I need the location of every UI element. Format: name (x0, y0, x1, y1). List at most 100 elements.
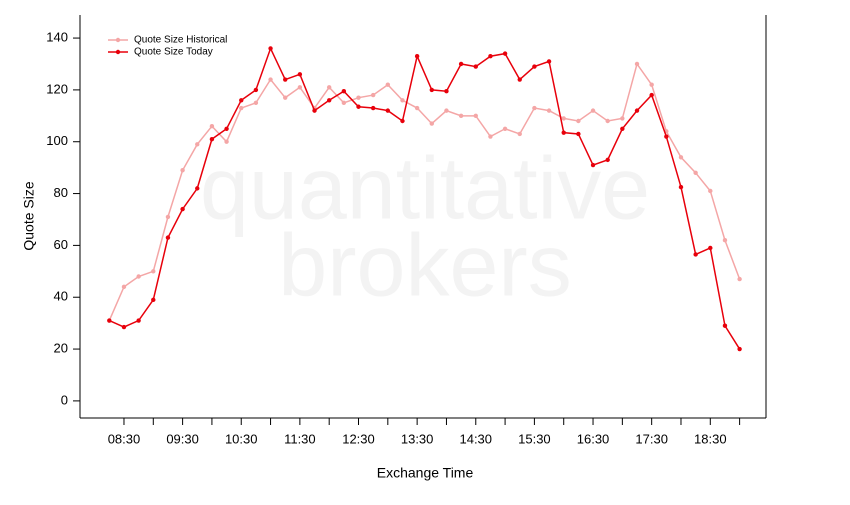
data-point (151, 297, 156, 303)
data-point (708, 188, 713, 194)
data-point (429, 121, 434, 126)
data-point (385, 82, 391, 87)
x-tick-label: 18:30 (694, 431, 727, 446)
data-point (605, 157, 610, 163)
data-point (180, 206, 185, 212)
data-point (664, 134, 669, 139)
data-point (121, 324, 127, 330)
x-tick-label: 15:30 (518, 431, 551, 446)
data-point (532, 105, 537, 111)
data-point (473, 64, 478, 69)
data-point (722, 323, 728, 328)
data-point (356, 95, 361, 100)
data-point (502, 51, 508, 56)
data-point (136, 274, 141, 279)
data-point (429, 87, 434, 93)
y-tick-label: 80 (54, 185, 68, 200)
x-tick-label: 11:30 (284, 431, 316, 446)
data-point (444, 108, 449, 113)
data-point (400, 118, 405, 124)
data-point (165, 214, 171, 220)
data-point (253, 100, 259, 106)
series-line (109, 46, 741, 350)
x-tick-label: 08:30 (108, 431, 141, 446)
data-point (620, 116, 625, 121)
data-point (268, 77, 273, 82)
x-tick-label: 09:30 (166, 431, 199, 446)
data-point (414, 105, 420, 111)
data-point (678, 184, 684, 190)
data-point (693, 170, 698, 176)
data-point (649, 92, 654, 98)
data-point (693, 252, 698, 257)
data-point (590, 162, 596, 168)
data-point (722, 238, 728, 243)
x-axis-label: Exchange Time (377, 465, 474, 481)
y-axis-label: Quote Size (21, 181, 37, 250)
x-tick-label: 16:30 (577, 431, 610, 446)
data-point (370, 92, 376, 98)
data-point (649, 82, 654, 87)
y-tick-label: 60 (54, 237, 68, 252)
data-point (224, 139, 229, 144)
data-point (136, 318, 141, 323)
data-point (678, 155, 684, 160)
data-point (151, 269, 156, 274)
data-point (297, 72, 303, 77)
legend-label: Quote Size Historical (134, 35, 227, 46)
data-point (326, 98, 332, 103)
data-point (121, 284, 127, 290)
data-point (209, 123, 215, 129)
data-point (268, 46, 273, 51)
data-point (385, 108, 391, 113)
data-point (239, 105, 244, 111)
data-point (283, 77, 288, 82)
legend-label: Quote Size Today (134, 47, 213, 58)
data-point (356, 104, 361, 109)
data-point (195, 142, 200, 147)
data-point (561, 116, 566, 121)
data-point (634, 61, 640, 67)
legend-marker (115, 49, 121, 55)
data-point (341, 100, 347, 106)
data-point (458, 61, 464, 67)
data-point (708, 245, 713, 251)
data-point (195, 186, 200, 191)
data-point (473, 113, 478, 119)
data-point (634, 108, 640, 113)
watermark: quantitative (200, 138, 650, 237)
y-tick-label: 140 (46, 30, 68, 45)
data-point (253, 87, 259, 93)
data-point (590, 108, 596, 113)
series-line (108, 62, 741, 321)
data-point (326, 85, 332, 90)
legend-marker (115, 37, 121, 43)
x-tick-label: 10:30 (225, 431, 258, 446)
data-point (180, 168, 185, 173)
data-point (400, 98, 405, 103)
data-point (488, 54, 493, 59)
data-point (414, 54, 420, 59)
data-point (458, 113, 464, 119)
data-point (737, 346, 742, 352)
data-point (488, 134, 493, 139)
data-point (165, 235, 171, 240)
data-point (502, 126, 508, 131)
data-point (209, 136, 215, 142)
data-point (444, 88, 449, 94)
data-point (370, 105, 376, 111)
data-point (737, 276, 742, 282)
data-point (546, 108, 552, 113)
data-point (297, 85, 303, 90)
x-tick-label: 14:30 (459, 431, 492, 446)
watermark: brokers (278, 215, 571, 314)
data-point (546, 59, 552, 64)
y-tick-label: 100 (46, 133, 68, 148)
y-tick-label: 20 (54, 340, 68, 355)
data-point (224, 126, 229, 131)
data-point (517, 77, 522, 82)
data-point (605, 118, 610, 124)
data-point (576, 118, 581, 124)
data-point (620, 126, 625, 131)
